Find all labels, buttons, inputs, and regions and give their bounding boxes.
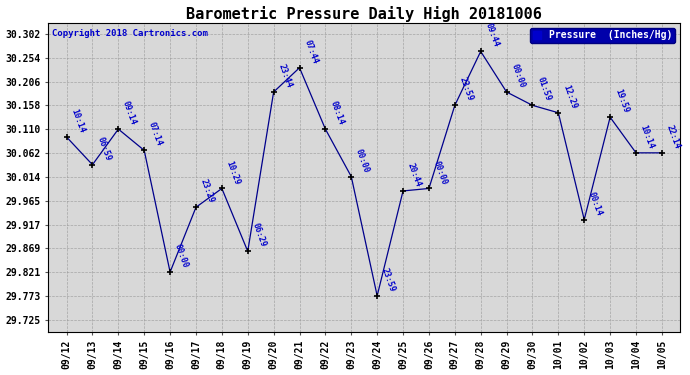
Text: 23:44: 23:44 [277, 63, 293, 89]
Text: 00:00: 00:00 [432, 159, 448, 186]
Text: 19:59: 19:59 [613, 88, 630, 114]
Text: 09:44: 09:44 [484, 22, 500, 49]
Text: 01:59: 01:59 [535, 76, 552, 103]
Text: 23:59: 23:59 [457, 76, 475, 103]
Text: Copyright 2018 Cartronics.com: Copyright 2018 Cartronics.com [52, 29, 208, 38]
Text: 00:14: 00:14 [587, 190, 604, 217]
Title: Barometric Pressure Daily High 20181006: Barometric Pressure Daily High 20181006 [186, 6, 542, 21]
Text: 22:14: 22:14 [664, 123, 682, 150]
Text: 08:14: 08:14 [328, 100, 345, 126]
Text: 10:29: 10:29 [225, 159, 241, 186]
Text: 23:29: 23:29 [199, 178, 216, 204]
Text: 07:44: 07:44 [302, 38, 319, 65]
Text: 00:00: 00:00 [354, 147, 371, 174]
Text: 00:00: 00:00 [173, 243, 190, 269]
Text: 06:59: 06:59 [95, 135, 112, 162]
Text: 10:14: 10:14 [639, 123, 656, 150]
Text: 00:00: 00:00 [509, 63, 526, 89]
Text: 06:29: 06:29 [250, 222, 268, 249]
Text: 12:29: 12:29 [561, 83, 578, 110]
Text: 09:14: 09:14 [121, 100, 138, 126]
Text: 10:14: 10:14 [69, 108, 86, 134]
Text: 23:59: 23:59 [380, 267, 397, 293]
Legend: Pressure  (Inches/Hg): Pressure (Inches/Hg) [531, 28, 675, 44]
Text: 20:44: 20:44 [406, 162, 423, 188]
Text: 07:14: 07:14 [147, 121, 164, 148]
